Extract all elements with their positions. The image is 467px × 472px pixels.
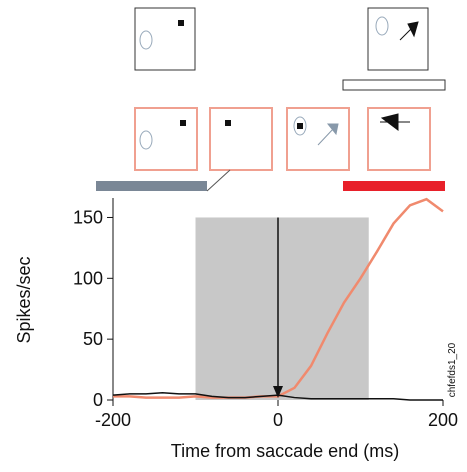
panel bbox=[286, 107, 350, 171]
panel bbox=[367, 7, 429, 71]
shaded-epoch bbox=[195, 217, 369, 400]
annotation: chfefds1_20 bbox=[447, 342, 458, 397]
panel bbox=[367, 107, 431, 171]
condition-panels bbox=[96, 7, 446, 192]
x-tick-label: 0 bbox=[273, 410, 283, 430]
panel bbox=[134, 107, 198, 171]
saccade-arrowhead bbox=[273, 386, 283, 398]
y-tick-label: 50 bbox=[83, 329, 103, 349]
panel bbox=[134, 7, 196, 71]
target bbox=[180, 120, 186, 126]
y-tick-label: 0 bbox=[93, 390, 103, 410]
connector bbox=[206, 169, 231, 192]
arrow-icon bbox=[380, 113, 410, 131]
epoch-bar bbox=[342, 79, 446, 91]
epoch-bar bbox=[343, 181, 445, 191]
x-axis-label: Time from saccade end (ms) bbox=[171, 441, 399, 461]
fixation bbox=[293, 116, 307, 136]
y-tick-label: 150 bbox=[73, 207, 103, 227]
y-axis-label: Spikes/sec bbox=[14, 256, 34, 343]
y-tick-label: 100 bbox=[73, 268, 103, 288]
x-tick-label: 200 bbox=[428, 410, 458, 430]
arrow-icon bbox=[399, 21, 419, 41]
target bbox=[297, 123, 303, 129]
arrow-icon bbox=[317, 123, 339, 146]
epoch-bar bbox=[96, 181, 207, 191]
target bbox=[225, 120, 231, 126]
panel bbox=[209, 107, 273, 171]
fixation bbox=[139, 130, 153, 150]
fixation bbox=[375, 16, 389, 36]
x-tick-label: -200 bbox=[95, 410, 131, 430]
fixation bbox=[139, 30, 153, 50]
target bbox=[178, 20, 184, 26]
